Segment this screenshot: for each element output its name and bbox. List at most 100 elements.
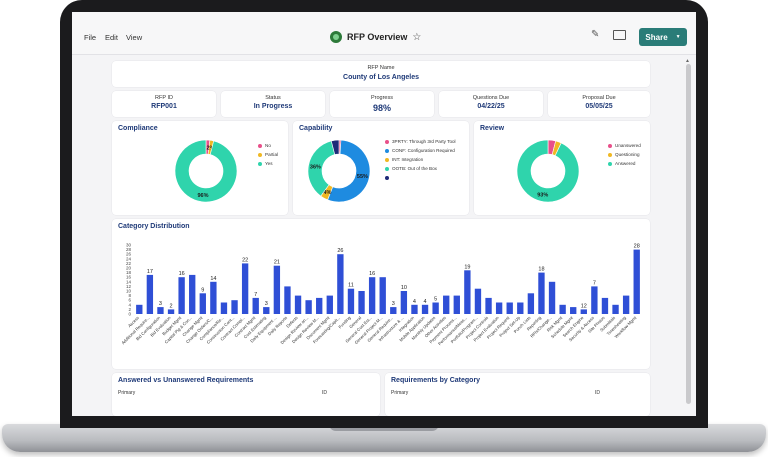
bar[interactable] [548,281,556,314]
category-distribution-card: Category Distribution 0 2 4 6 8 10 12 14 16 18 20 2… [112,219,650,369]
star-icon[interactable]: ☆ [412,31,422,43]
category-distribution-chart: 024681012141618202224262830Access17Addit… [120,243,640,346]
bar-data-label: 4 [413,299,416,305]
bar[interactable] [432,302,439,315]
app-logo-icon [330,31,342,43]
bar[interactable] [443,295,450,314]
legend-swatch [385,139,389,144]
donut-data-label: 4% [323,190,331,196]
pencil-icon[interactable]: ✎ [591,29,600,40]
bar[interactable] [252,297,259,314]
bar-data-label: 16 [369,271,375,277]
bar[interactable] [146,274,154,314]
bar[interactable] [538,272,545,314]
bar[interactable] [474,288,482,314]
bar[interactable] [178,277,185,314]
bar[interactable] [400,291,408,314]
col-id-header[interactable]: ID [595,390,600,396]
bar[interactable] [527,293,535,314]
stat-label: RFP ID [155,95,173,101]
bar-data-label: 4 [424,299,427,305]
menu-edit[interactable]: Edit [105,33,118,42]
bar[interactable] [231,300,238,314]
bar[interactable] [517,302,524,315]
donut-slice[interactable] [174,139,238,203]
y-tick-label: 26 [126,252,132,257]
bar[interactable] [601,297,609,314]
menu-view[interactable]: View [126,33,143,42]
bar-data-label: 3 [159,301,162,307]
bar[interactable] [337,254,344,314]
bar[interactable] [368,277,376,314]
donut-slice[interactable] [327,139,371,203]
col-primary-header[interactable]: Primary [391,390,409,396]
bar[interactable] [421,304,429,314]
donut-slice[interactable] [330,139,340,155]
col-id-header[interactable]: ID [322,390,327,396]
bar[interactable] [591,286,598,314]
legend-item: OOTB: Out of the Box [385,164,456,173]
bar[interactable] [263,307,270,314]
bar[interactable] [220,302,228,315]
scroll-up-icon[interactable]: ▲ [685,58,690,64]
bar[interactable] [189,274,196,314]
bar-data-label: 5 [434,297,437,303]
bar[interactable] [305,300,312,314]
bar[interactable] [273,265,281,314]
bar[interactable] [411,304,418,314]
bar[interactable] [157,307,164,314]
bar[interactable] [633,249,640,314]
bar[interactable] [284,286,291,314]
bar[interactable] [167,309,175,314]
bar[interactable] [379,277,386,314]
stat-value: In Progress [253,103,293,110]
bar[interactable] [241,263,249,314]
stat-value: 98% [372,103,391,113]
bar[interactable] [136,304,143,314]
bar[interactable] [326,295,333,314]
legend-item: Answered [608,159,641,168]
bar[interactable] [506,302,513,315]
capability-card: Capability 55% 4% 36% 3PRTY: Through 3rd P… [293,121,469,215]
legend-swatch [258,152,262,157]
bar[interactable] [570,307,577,314]
y-tick-label: 8 [128,293,131,298]
bar[interactable] [347,288,355,314]
requirements-by-category-title: Requirements by Category [391,377,481,384]
bar[interactable] [485,297,492,314]
scroll-thumb[interactable] [686,64,691,404]
legend-swatch [258,161,262,166]
bar[interactable] [316,297,323,314]
vertical-scrollbar[interactable]: ▲ [685,58,692,416]
app-screen: File Edit View RFP Overview ☆ ✎ Share ▼ … [72,12,696,416]
bar[interactable] [210,281,217,314]
bar[interactable] [390,307,397,314]
share-button-label: Share [645,32,668,42]
capability-title: Capability [299,125,333,132]
bar[interactable] [358,291,365,314]
bar[interactable] [495,302,503,315]
stat-value: 04/22/25 [477,103,505,110]
legend-label: Partial [265,152,279,157]
bar[interactable] [559,304,566,314]
menu-file[interactable]: File [84,33,97,42]
donut-slice[interactable] [516,139,580,203]
col-primary-header[interactable]: Primary [118,390,136,396]
bar[interactable] [464,270,471,314]
bar[interactable] [612,304,619,314]
bar[interactable] [580,309,587,314]
rfp-name-label: RFP Name [367,65,395,71]
bar[interactable] [199,293,206,314]
bar[interactable] [453,295,460,314]
bar[interactable] [622,295,630,314]
legend-label: No [265,143,271,148]
legend-item: Partial [258,150,278,159]
present-icon[interactable] [613,30,626,40]
top-toolbar: File Edit View RFP Overview ☆ ✎ Share ▼ [72,12,696,55]
legend-label: OOTB: Out of the Box [392,166,437,171]
bar[interactable] [294,295,302,314]
legend-item: INT: Integration [385,155,456,164]
share-button[interactable]: Share ▼ [639,28,687,46]
stat-label: Proposal Due [582,95,616,101]
review-card: Review 93% Unanswered Questioning Answer… [474,121,650,215]
